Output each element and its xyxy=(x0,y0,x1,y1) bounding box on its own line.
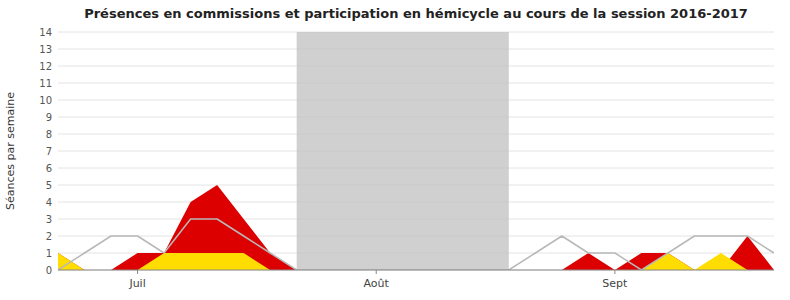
y-axis-label: Séances par semaine xyxy=(4,92,17,210)
y-tick-label: 2 xyxy=(46,231,52,242)
plot-area xyxy=(58,32,774,270)
grid xyxy=(58,32,774,270)
y-tick-label: 1 xyxy=(46,248,52,259)
area xyxy=(58,253,774,270)
y-tick-label: 8 xyxy=(46,129,52,140)
y-tick-label: 3 xyxy=(46,214,52,225)
highlight-band xyxy=(297,32,509,270)
x-tick xyxy=(137,270,138,274)
title: Présences en commissions et participatio… xyxy=(84,6,748,21)
y-tick-label: 7 xyxy=(46,146,52,157)
y-tick-label: 10 xyxy=(39,95,52,106)
x-tick-label: Août xyxy=(364,277,390,290)
y-tick-label: 13 xyxy=(39,44,52,55)
area xyxy=(58,185,774,270)
x-axis-line xyxy=(58,270,774,271)
line xyxy=(58,219,774,270)
grid-line xyxy=(58,270,774,271)
x-tick xyxy=(376,270,377,274)
x-tick-label: Sept xyxy=(602,277,628,290)
chart: Présences en commissions et participatio… xyxy=(0,0,790,300)
y-tick-label: 12 xyxy=(39,61,52,72)
y-tick-label: 5 xyxy=(46,180,52,191)
x-tick xyxy=(614,270,615,274)
y-tick-label: 9 xyxy=(46,112,52,123)
y-tick-label: 6 xyxy=(46,163,52,174)
y-tick-label: 0 xyxy=(46,265,52,276)
y-tick-label: 11 xyxy=(39,78,52,89)
y-tick-label: 14 xyxy=(39,27,52,38)
x-tick-label: Juil xyxy=(128,277,145,290)
y-tick-label: 4 xyxy=(46,197,52,208)
